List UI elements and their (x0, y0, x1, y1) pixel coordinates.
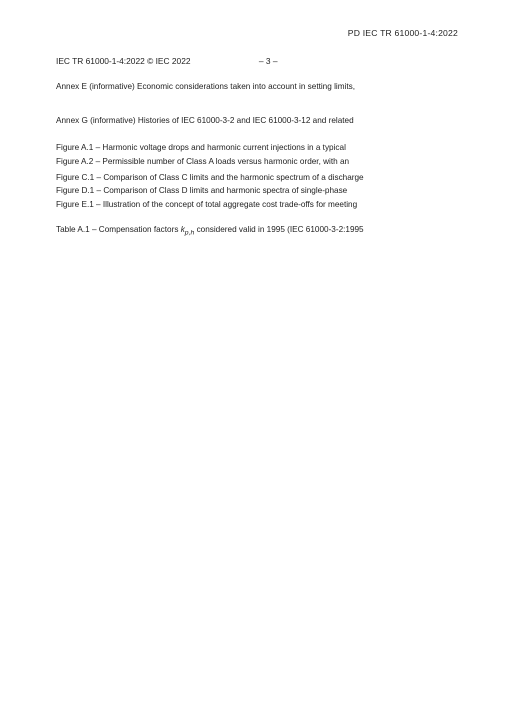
toc-label: Table A.1 – Compensation factors kp,h co… (56, 225, 364, 234)
toc-label: Figure A.1 – Harmonic voltage drops and … (56, 143, 346, 152)
toc-section-annexes: Annex E (informative) Economic considera… (56, 81, 458, 128)
doc-id-top: PD IEC TR 61000-1-4:2022 (56, 28, 458, 40)
toc-entry: Figure E.1 – Illustration of the concept… (56, 199, 458, 210)
toc-entry: Annex G (informative) Histories of IEC 6… (56, 115, 458, 126)
toc-label: Annex G (informative) Histories of IEC 6… (56, 116, 354, 125)
page-indicator: – 3 – (259, 56, 278, 67)
header-left: IEC TR 61000-1-4:2022 © IEC 2022 (56, 56, 191, 67)
page-header: IEC TR 61000-1-4:2022 © IEC 2022 – 3 – (56, 56, 458, 67)
toc-entry: Figure D.1 – Comparison of Class D limit… (56, 185, 458, 196)
toc-entry: Annex E (informative) Economic considera… (56, 81, 458, 92)
toc-label: Figure D.1 – Comparison of Class D limit… (56, 186, 347, 195)
toc-entry: Figure C.1 – Comparison of Class C limit… (56, 172, 458, 183)
toc-label: Figure E.1 – Illustration of the concept… (56, 200, 357, 209)
toc-section-figures: Figure A.1 – Harmonic voltage drops and … (56, 142, 458, 210)
toc-section-tables: Table A.1 – Compensation factors kp,h co… (56, 224, 458, 250)
toc-label: Figure A.2 – Permissible number of Class… (56, 157, 349, 166)
toc-entry: Figure A.2 – Permissible number of Class… (56, 156, 458, 167)
toc-label: Annex E (informative) Economic considera… (56, 82, 355, 91)
toc-label: Figure C.1 – Comparison of Class C limit… (56, 173, 364, 182)
toc-entry: Figure A.1 – Harmonic voltage drops and … (56, 142, 458, 153)
toc-entry: Table A.1 – Compensation factors kp,h co… (56, 224, 458, 238)
